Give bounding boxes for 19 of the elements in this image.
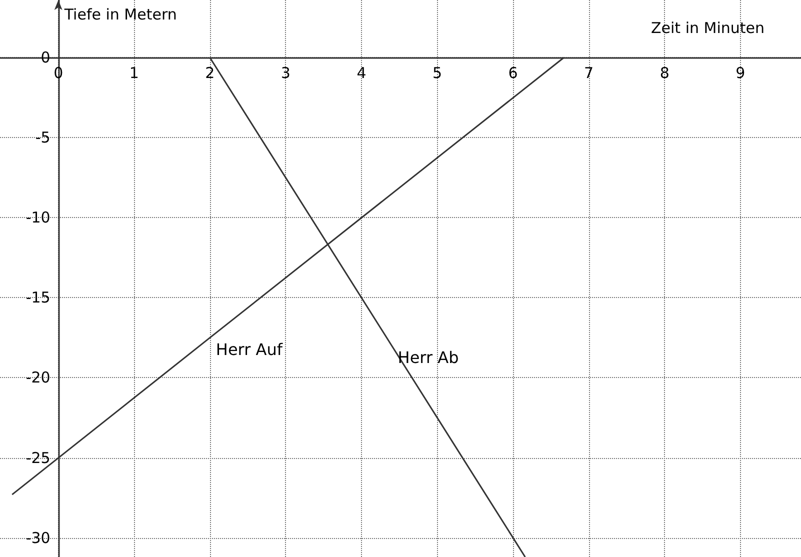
x-tick-label: 6 <box>508 64 518 82</box>
x-tick-label: 9 <box>736 64 746 82</box>
series-label: Herr Auf <box>216 340 283 360</box>
x-tick-label: 4 <box>356 64 366 82</box>
y-tick-label: -15 <box>26 288 50 307</box>
x-tick-label: 8 <box>660 64 670 82</box>
y-tick-label: -5 <box>35 128 50 147</box>
x-tick-label: 1 <box>129 64 139 82</box>
series-label: Herr Ab <box>398 348 459 368</box>
x-tick-label: 7 <box>584 64 594 82</box>
x-tick-label: 2 <box>205 64 215 82</box>
x-tick-label: 3 <box>280 64 290 82</box>
y-tick-label: -10 <box>26 208 50 227</box>
y-tick-label: -20 <box>26 368 50 387</box>
y-axis-title: Tiefe in Metern <box>63 6 177 24</box>
y-tick-label: -30 <box>26 528 50 547</box>
x-axis-title: Zeit in Minuten <box>651 19 765 38</box>
x-tick-label: 5 <box>432 64 442 82</box>
y-tick-label: -25 <box>26 448 50 467</box>
